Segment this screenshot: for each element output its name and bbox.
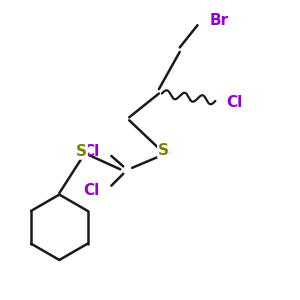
- Text: Cl: Cl: [83, 183, 100, 198]
- Text: S: S: [158, 142, 169, 158]
- Text: Cl: Cl: [83, 144, 100, 159]
- Text: Cl: Cl: [226, 95, 242, 110]
- Text: Br: Br: [209, 13, 229, 28]
- Text: S: S: [76, 144, 87, 159]
